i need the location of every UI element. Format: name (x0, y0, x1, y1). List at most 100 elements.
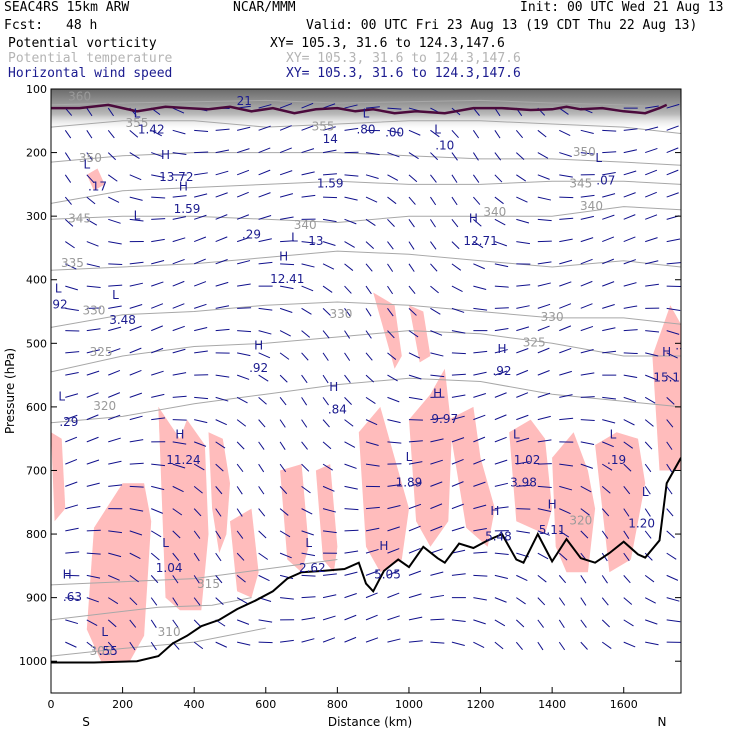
wind-vector (644, 396, 656, 404)
wind-vector (194, 419, 208, 424)
wind-vector (473, 458, 486, 465)
wind-vector (473, 574, 488, 577)
wind-vector (193, 485, 203, 494)
wind-vector (237, 352, 251, 357)
wind-vector (107, 130, 115, 139)
wind-vector (322, 263, 335, 270)
wind-vector (537, 218, 552, 222)
wind-vector (344, 636, 357, 643)
wind-vector (236, 169, 250, 176)
wind-vector (279, 125, 292, 131)
wind-vector (322, 352, 329, 361)
y-tick-label: 900 (26, 592, 47, 605)
wind-vector (365, 285, 372, 295)
wind-vector (193, 508, 202, 517)
wind-vector (301, 330, 311, 338)
wind-vector (301, 508, 313, 515)
extremum-label: 3.98 (510, 475, 537, 489)
init-time: Init: 00 UTC Wed 21 Aug 13 (520, 0, 724, 15)
wind-vector (580, 396, 595, 398)
wind-vector (602, 193, 616, 198)
wind-vector (194, 172, 208, 176)
pv-shaded-region (158, 406, 170, 458)
theta-label: 350 (573, 145, 596, 159)
wind-vector (172, 619, 179, 628)
wind-vector (451, 641, 465, 646)
wind-vector (258, 374, 269, 382)
wind-vector (601, 641, 612, 649)
wind-vector (108, 369, 121, 376)
extremum-label: 1.20 (628, 517, 655, 531)
wind-vector (516, 597, 526, 605)
wind-vector (322, 218, 337, 223)
wind-vector (451, 129, 459, 139)
wind-vector (365, 174, 379, 179)
wind-vector (65, 241, 75, 249)
wind-vector (537, 552, 549, 560)
wind-vector (279, 486, 288, 495)
wind-vector (365, 614, 378, 621)
wind-vector (258, 192, 271, 198)
wind-vector (236, 374, 250, 380)
wind-vector (215, 575, 223, 584)
y-tick-label: 500 (26, 337, 47, 350)
wind-vector (151, 463, 166, 467)
wind-vector (451, 241, 460, 250)
wind-vector (193, 552, 200, 562)
wind-vector (516, 174, 527, 182)
wind-vector (86, 349, 100, 354)
wind-vector (365, 419, 378, 426)
wind-vector (494, 459, 508, 465)
wind-vector (473, 241, 484, 249)
wind-vector (408, 593, 422, 599)
pv-shaded-region (448, 406, 495, 547)
wind-vector (559, 238, 573, 243)
wind-vector (516, 284, 531, 287)
wind-vector (537, 303, 551, 309)
wind-vector (108, 574, 120, 581)
wind-vector (215, 214, 228, 220)
wind-vector (516, 414, 529, 421)
theta-label: 330 (329, 307, 352, 321)
wind-vector (645, 191, 657, 198)
wind-vector (344, 104, 358, 109)
wind-vector (408, 419, 423, 421)
wind-vector (280, 639, 294, 643)
wind-vector (516, 305, 530, 309)
wind-vector (86, 529, 101, 532)
extremum-label: 5.11 (539, 523, 566, 537)
wind-vector (580, 619, 587, 628)
wind-vector (151, 325, 163, 332)
theta-isentrope (51, 99, 681, 109)
wind-vector (344, 485, 358, 490)
wind-vector (580, 508, 590, 516)
theta-label: 350 (79, 151, 102, 165)
extremum-label: 13.72 (159, 170, 193, 184)
extremum-label: .29 (59, 415, 78, 429)
wind-vector (215, 305, 230, 309)
wind-vector (86, 619, 98, 626)
wind-vector (236, 552, 245, 561)
wind-vector (387, 526, 400, 532)
wind-vector (473, 481, 486, 487)
wind-vector (430, 548, 443, 554)
wind-vector (451, 174, 458, 183)
wind-vector (408, 330, 419, 338)
wind-vector (494, 241, 508, 247)
wind-vector (86, 174, 94, 183)
extremum-label: H (490, 504, 499, 518)
y-tick-label: 300 (26, 210, 47, 223)
wind-vector (150, 129, 162, 137)
wind-vector (602, 258, 615, 265)
wind-vector (301, 194, 316, 198)
fcst-value: 48 h (66, 18, 98, 33)
wind-vector (150, 619, 157, 628)
extremum-label: 2.62 (299, 561, 326, 575)
wind-vector (430, 307, 441, 315)
wind-vector (494, 436, 507, 443)
extremum-label: .92 (49, 297, 68, 311)
wind-vector (666, 530, 675, 539)
wind-vector (172, 552, 180, 561)
wind-vector (301, 241, 316, 244)
wind-vector (344, 550, 359, 554)
